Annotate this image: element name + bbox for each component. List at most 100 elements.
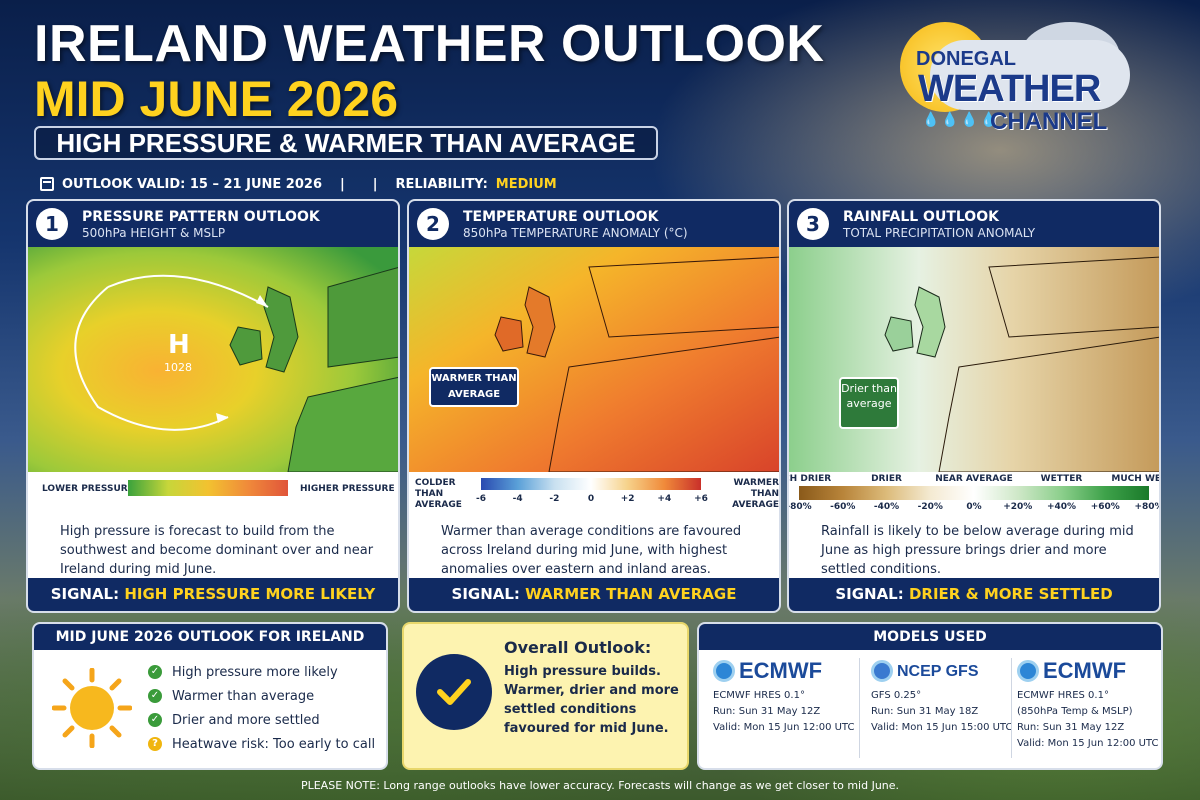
temperature-ticks: -6 -4 -2 0 +2 +4 +6 bbox=[476, 494, 708, 506]
logo-cloud-icon bbox=[930, 40, 1130, 110]
legend-warm-label: WARMER THAN AVERAGE bbox=[732, 478, 779, 510]
signal-value: DRIER & MORE SETTLED bbox=[908, 585, 1113, 603]
sun-icon bbox=[52, 668, 132, 748]
panel-number: 3 bbox=[797, 208, 829, 240]
signal-value: WARMER THAN AVERAGE bbox=[525, 585, 737, 603]
warmer-than-average-label: WARMER THAN AVERAGE bbox=[429, 367, 519, 407]
check-icon: ✓ bbox=[148, 665, 162, 679]
model-valid: Valid: Mon 15 Jun 12:00 UTC bbox=[713, 722, 855, 733]
donegal-weather-channel-logo: DONEGAL WEATHER 💧💧💧💧 CHANNEL bbox=[900, 16, 1180, 146]
tick-label: 0 bbox=[587, 494, 595, 504]
model-run: Run: Sun 31 May 18Z bbox=[871, 706, 979, 717]
check-icon: ✓ bbox=[148, 689, 162, 703]
list-item: ✓ Drier and more settled bbox=[148, 708, 375, 732]
list-item-label: High pressure more likely bbox=[172, 664, 338, 680]
ireland-summary-box: MID JUNE 2026 OUTLOOK FOR IRELAND ✓ High … bbox=[32, 622, 388, 770]
pressure-color-scale bbox=[128, 480, 288, 496]
rainfall-ticks: -80% -60% -40% -20% 0% +20% +40% +60% +80% bbox=[789, 502, 1159, 514]
model-card: ECMWF ECMWF HRES 0.1° Run: Sun 31 May 12… bbox=[713, 654, 863, 764]
overall-outlook-box: Overall Outlook: High pressure builds. W… bbox=[402, 622, 689, 770]
tick-label: -80% bbox=[787, 502, 812, 512]
panel-title: RAINFALL OUTLOOK bbox=[843, 208, 999, 225]
page-subtitle: HIGH PRESSURE & WARMER THAN AVERAGE bbox=[34, 126, 658, 160]
tick-label: -40% bbox=[873, 502, 900, 512]
check-icon: ✓ bbox=[148, 713, 162, 727]
ecmwf-logo: ECMWF bbox=[713, 654, 863, 688]
tick-label: -2 bbox=[549, 494, 560, 504]
panel-subtitle: 850hPa TEMPERATURE ANOMALY (°C) bbox=[463, 225, 688, 240]
signal-value: HIGH PRESSURE MORE LIKELY bbox=[124, 585, 376, 603]
list-item-label: Warmer than average bbox=[172, 688, 315, 704]
signal-bar: SIGNAL: WARMER THAN AVERAGE bbox=[409, 578, 779, 611]
panel-title: PRESSURE PATTERN OUTLOOK bbox=[82, 208, 320, 225]
separator: | bbox=[372, 176, 378, 192]
legend-cold-label: COLDER THAN AVERAGE bbox=[415, 478, 462, 510]
model-run: Run: Sun 31 May 12Z bbox=[713, 706, 821, 717]
list-item: ? Heatwave risk: Too early to call bbox=[148, 732, 375, 756]
signal-label: SIGNAL: bbox=[835, 585, 904, 603]
model-valid: Valid: Mon 15 Jun 15:00 UTC bbox=[871, 722, 1013, 733]
valid-dates: OUTLOOK VALID: 15 – 21 JUNE 2026 bbox=[62, 176, 322, 192]
list-item: ✓ High pressure more likely bbox=[148, 660, 375, 684]
page-title-date: MID JUNE 2026 bbox=[34, 71, 399, 127]
tick-label: -20% bbox=[917, 502, 943, 512]
tick-label: +60% bbox=[1090, 502, 1120, 512]
temperature-outlook-panel: 2 TEMPERATURE OUTLOOK 850hPa TEMPERATURE… bbox=[407, 199, 781, 613]
panel-title: TEMPERATURE OUTLOOK bbox=[463, 208, 659, 225]
panel-number: 2 bbox=[417, 208, 449, 240]
model-card: ECMWF ECMWF HRES 0.1° (850hPa Temp & MSL… bbox=[1017, 654, 1161, 764]
tick-label: +20% bbox=[1003, 502, 1033, 512]
panel-subtitle: TOTAL PRECIPITATION ANOMALY bbox=[843, 225, 1036, 240]
model-run: Run: Sun 31 May 12Z bbox=[1017, 722, 1125, 733]
ncep-gfs-logo: NCEP GFS bbox=[871, 654, 1021, 688]
footer-note: PLEASE NOTE: Long range outlooks have lo… bbox=[300, 779, 900, 792]
temperature-legend: COLDER THAN AVERAGE WARMER THAN AVERAGE … bbox=[409, 472, 779, 522]
model-card: NCEP GFS GFS 0.25° Run: Sun 31 May 18Z V… bbox=[871, 654, 1021, 764]
separator: | bbox=[340, 176, 345, 192]
panel-description: High pressure is forecast to build from … bbox=[28, 522, 398, 582]
pressure-outlook-panel: 1 PRESSURE PATTERN OUTLOOK 500hPa HEIGHT… bbox=[26, 199, 400, 613]
rainfall-map: Drier than average bbox=[789, 247, 1159, 472]
page-title: IRELAND WEATHER OUTLOOK bbox=[34, 15, 825, 73]
ecmwf-icon bbox=[1017, 660, 1039, 682]
model-name: GFS 0.25° bbox=[871, 690, 922, 701]
tick-label: -60% bbox=[830, 502, 856, 512]
rainfall-categories: MUCH DRIER DRIER NEAR AVERAGE WETTER MUCH WE… bbox=[789, 474, 1159, 485]
reliability-value: MEDIUM bbox=[495, 176, 557, 192]
panel-header: 3 RAINFALL OUTLOOK TOTAL PRECIPITATION A… bbox=[789, 201, 1159, 247]
tick-label: -4 bbox=[512, 494, 523, 504]
logo-text: DONEGAL bbox=[916, 48, 1016, 70]
rain-drops-icon: 💧💧💧💧 bbox=[922, 112, 1000, 128]
temperature-color-scale bbox=[481, 478, 701, 490]
models-title: MODELS USED bbox=[699, 624, 1161, 650]
panel-header: 2 TEMPERATURE OUTLOOK 850hPa TEMPERATURE… bbox=[409, 201, 779, 247]
divider bbox=[1011, 658, 1012, 758]
tick-label: 0% bbox=[966, 502, 982, 512]
signal-bar: SIGNAL: DRIER & MORE SETTLED bbox=[789, 578, 1159, 611]
validity-bar: OUTLOOK VALID: 15 – 21 JUNE 2026 | | REL… bbox=[40, 173, 557, 195]
rainfall-legend: MUCH DRIER DRIER NEAR AVERAGE WETTER MUCH WE… bbox=[789, 472, 1159, 522]
legend-high-label: HIGHER PRESSURE bbox=[300, 484, 395, 494]
reliability-label: RELIABILITY: bbox=[395, 176, 488, 192]
panel-description: Warmer than average conditions are favou… bbox=[409, 522, 779, 582]
list-item-label: Heatwave risk: Too early to call bbox=[172, 736, 376, 752]
logo-text: WEATHER bbox=[918, 68, 1101, 110]
tick-label: +6 bbox=[694, 494, 708, 504]
panel-description: Rainfall is likely to be below average d… bbox=[789, 522, 1159, 582]
ecmwf-logo: ECMWF bbox=[1017, 654, 1161, 688]
panel-number: 1 bbox=[36, 208, 68, 240]
pressure-map: H 1028 bbox=[28, 247, 398, 472]
tick-label: +40% bbox=[1046, 502, 1077, 512]
tick-label: +80% bbox=[1134, 502, 1161, 512]
overall-body: High pressure builds. Warmer, drier and … bbox=[504, 664, 679, 736]
models-used-box: MODELS USED ECMWF ECMWF HRES 0.1° Run: S… bbox=[697, 622, 1163, 770]
panel-header: 1 PRESSURE PATTERN OUTLOOK 500hPa HEIGHT… bbox=[28, 201, 398, 247]
legend-category: MUCH DRIER bbox=[789, 474, 832, 484]
high-pressure-value: 1028 bbox=[164, 361, 192, 374]
legend-category: DRIER bbox=[871, 474, 902, 484]
drier-than-average-label: Drier than average bbox=[839, 377, 899, 429]
summary-title: MID JUNE 2026 OUTLOOK FOR IRELAND bbox=[34, 624, 386, 650]
pressure-legend: LOWER PRESSURE HIGHER PRESSURE bbox=[28, 472, 398, 522]
model-name: ECMWF HRES 0.1° bbox=[1017, 690, 1109, 701]
overall-title: Overall Outlook: bbox=[504, 638, 652, 657]
